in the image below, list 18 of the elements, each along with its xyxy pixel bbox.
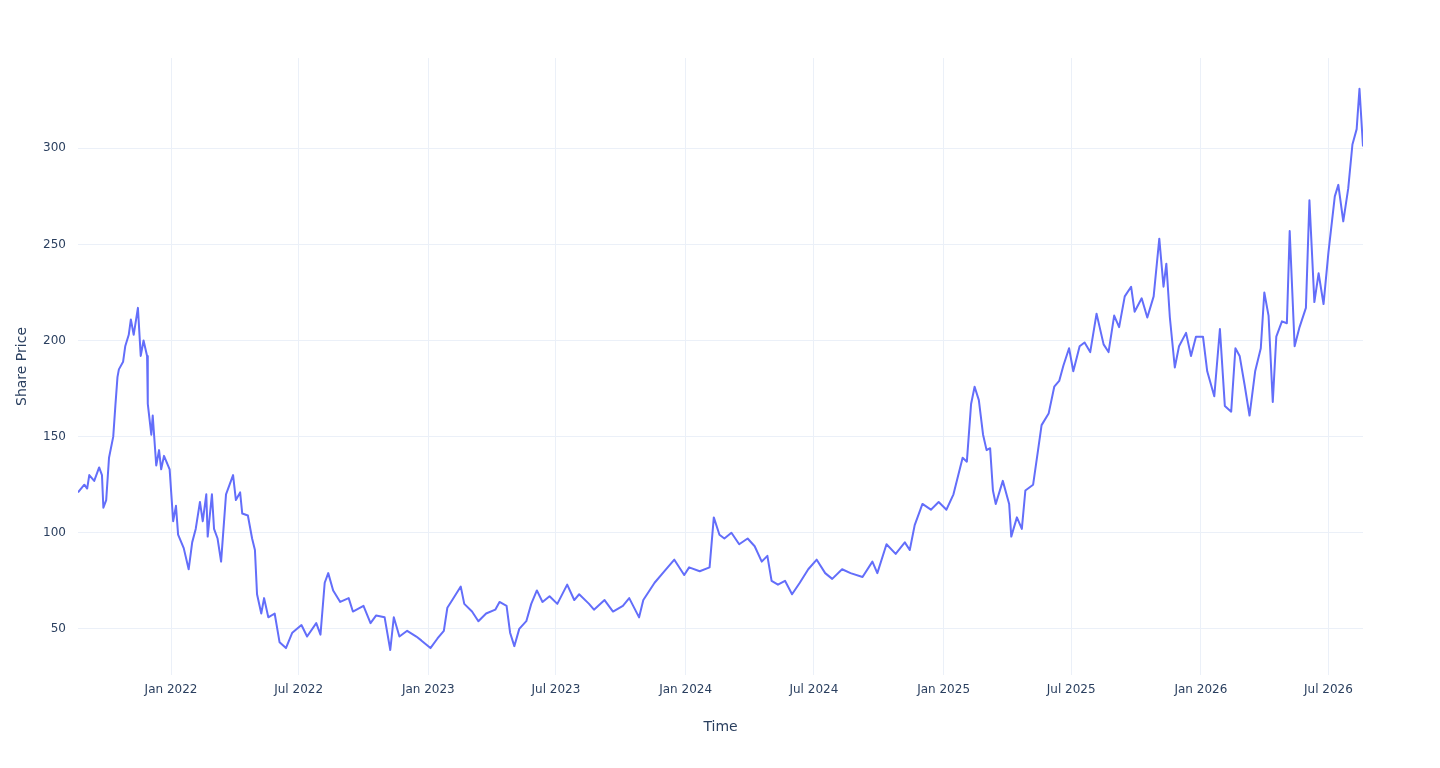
x-tick-label: Jan 2022 <box>143 682 198 697</box>
y-tick-label: 300 <box>43 140 66 155</box>
x-tick-label: Jul 2024 <box>788 682 839 697</box>
x-tick-label: Jul 2022 <box>273 682 324 697</box>
x-tick-label: Jul 2025 <box>1045 682 1096 697</box>
y-tick-label: 100 <box>43 524 66 539</box>
x-tick-label: Jan 2023 <box>400 682 455 697</box>
x-tick-label: Jul 2023 <box>530 682 581 697</box>
y-axis-title: Share Price <box>13 326 30 407</box>
x-axis-title: Time <box>702 718 738 735</box>
x-tick-label: Jan 2026 <box>1173 682 1228 697</box>
x-tick-label: Jul 2026 <box>1303 682 1353 697</box>
x-tick-label: Jan 2025 <box>916 682 971 697</box>
x-tick-label: Jan 2024 <box>658 682 713 697</box>
y-tick-label: 150 <box>43 428 66 443</box>
y-tick-label: 50 <box>50 620 66 635</box>
y-tick-label: 250 <box>43 236 66 251</box>
y-tick-label: 200 <box>43 332 66 347</box>
